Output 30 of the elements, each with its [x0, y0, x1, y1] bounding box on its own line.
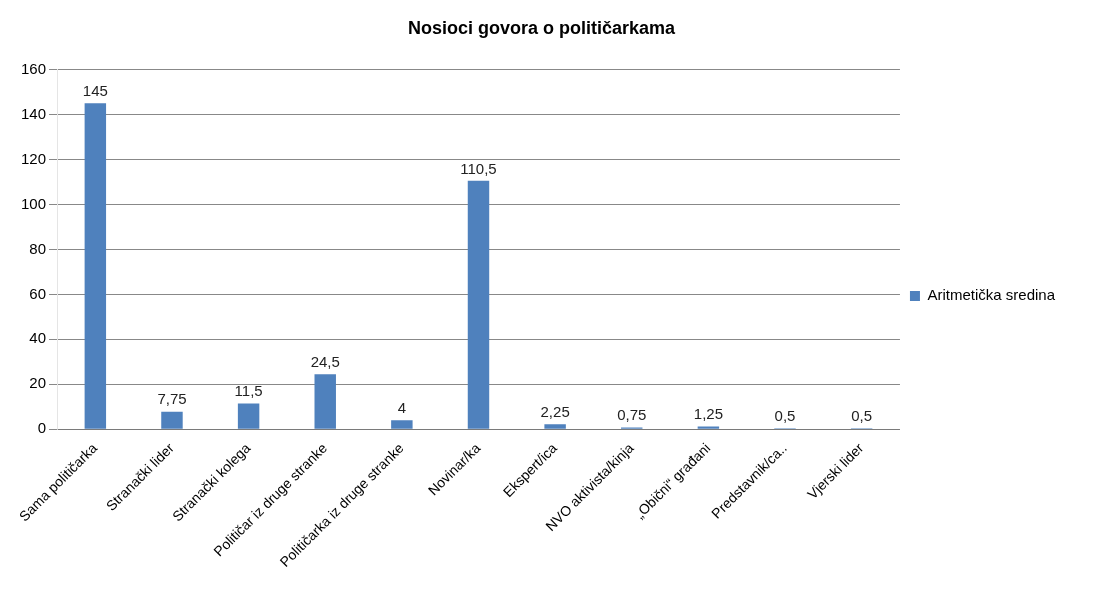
legend-label: Aritmetička sredina — [927, 286, 1056, 304]
bar — [697, 426, 720, 429]
bar — [84, 103, 107, 429]
data-label: 0,75 — [617, 406, 647, 424]
y-tick-label: 0 — [37, 419, 47, 437]
y-tick-label: 140 — [21, 104, 47, 122]
data-label: 24,5 — [310, 352, 340, 370]
data-label: 145 — [82, 81, 108, 99]
y-tick-label: 60 — [29, 284, 47, 302]
y-tick-label: 20 — [29, 374, 47, 392]
bar — [161, 411, 183, 429]
y-tick-label: 100 — [21, 194, 47, 212]
bar — [391, 420, 413, 429]
y-tick-label: 160 — [21, 59, 47, 77]
data-label: 1,25 — [693, 405, 723, 423]
data-label: 11,5 — [234, 382, 263, 400]
y-tick-label: 80 — [29, 239, 47, 257]
data-label: 110,5 — [460, 159, 497, 177]
chart-title: Nosioci govora o političarkama — [407, 17, 677, 38]
data-label: 4 — [397, 398, 407, 416]
y-tick-label: 120 — [21, 149, 47, 167]
y-tick-label: 40 — [29, 329, 47, 347]
data-label: 2,25 — [540, 402, 570, 420]
data-label: 0,5 — [851, 406, 873, 424]
bar — [467, 180, 490, 429]
data-label: 0,5 — [774, 406, 796, 424]
bar — [544, 424, 566, 429]
bar — [314, 374, 336, 429]
data-label: 7,75 — [157, 390, 187, 408]
bar — [237, 403, 260, 429]
